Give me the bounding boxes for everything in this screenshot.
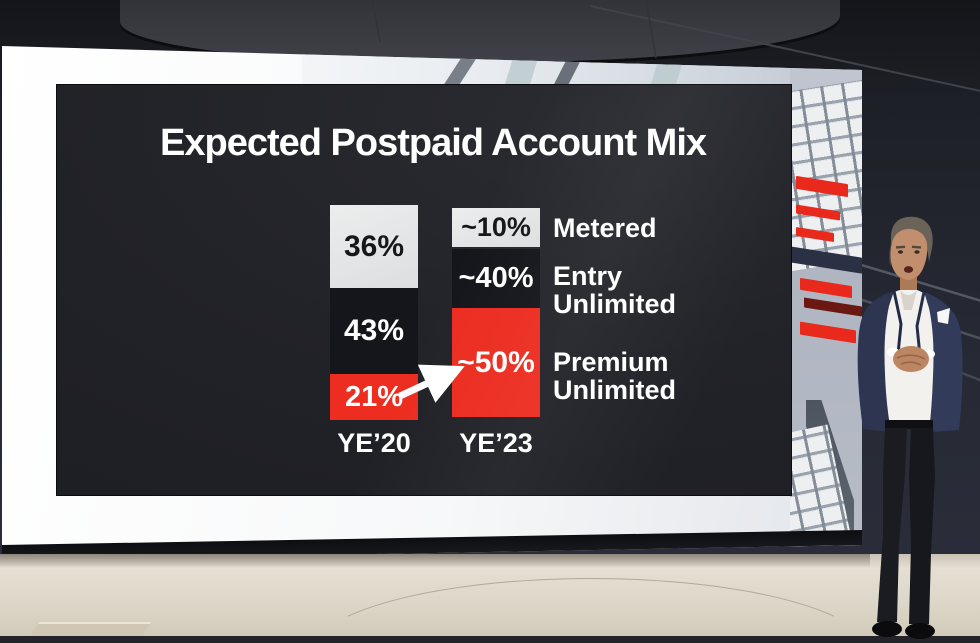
bar-segment-ye23-premium-unlimited: ~50% xyxy=(452,308,540,417)
bar-segment-ye23-entry-unlimited: ~40% xyxy=(452,249,540,308)
value-label: ~10% xyxy=(461,212,531,242)
trend-arrow-icon xyxy=(398,364,465,403)
presentation-screen: Expected Postpaid Account Mix 36% 43% 21… xyxy=(2,46,862,561)
presenter-figure xyxy=(857,216,963,639)
side-graphic-panel xyxy=(790,46,862,561)
screen-floor-shadow xyxy=(0,554,870,568)
value-label: 21% xyxy=(344,380,404,413)
slide-title: Expected Postpaid Account Mix xyxy=(160,122,707,164)
bar-segment-ye20-premium-unlimited: 21% xyxy=(330,374,418,420)
legend-label-entry-unlimited: Entry Unlimited xyxy=(553,261,677,319)
value-label: ~40% xyxy=(458,262,534,294)
value-label: 36% xyxy=(343,229,405,263)
legend-label-premium-unlimited: Premium Unlimited xyxy=(553,347,677,405)
floor-seam-arc xyxy=(310,578,872,643)
stage-edge-strip xyxy=(0,636,980,643)
slide: Expected Postpaid Account Mix 36% 43% 21… xyxy=(56,84,792,496)
axis-label-ye23: YE’23 xyxy=(459,428,533,458)
bar-segment-ye23-metered: ~10% xyxy=(452,208,540,247)
bar-segment-ye20-entry-unlimited: 43% xyxy=(330,288,418,374)
axis-label-ye20: YE’20 xyxy=(337,428,411,458)
legend-label-metered: Metered xyxy=(553,213,657,243)
value-label: 43% xyxy=(343,314,405,347)
bar-segment-ye20-metered: 36% xyxy=(330,205,418,288)
value-label: ~50% xyxy=(457,345,535,379)
